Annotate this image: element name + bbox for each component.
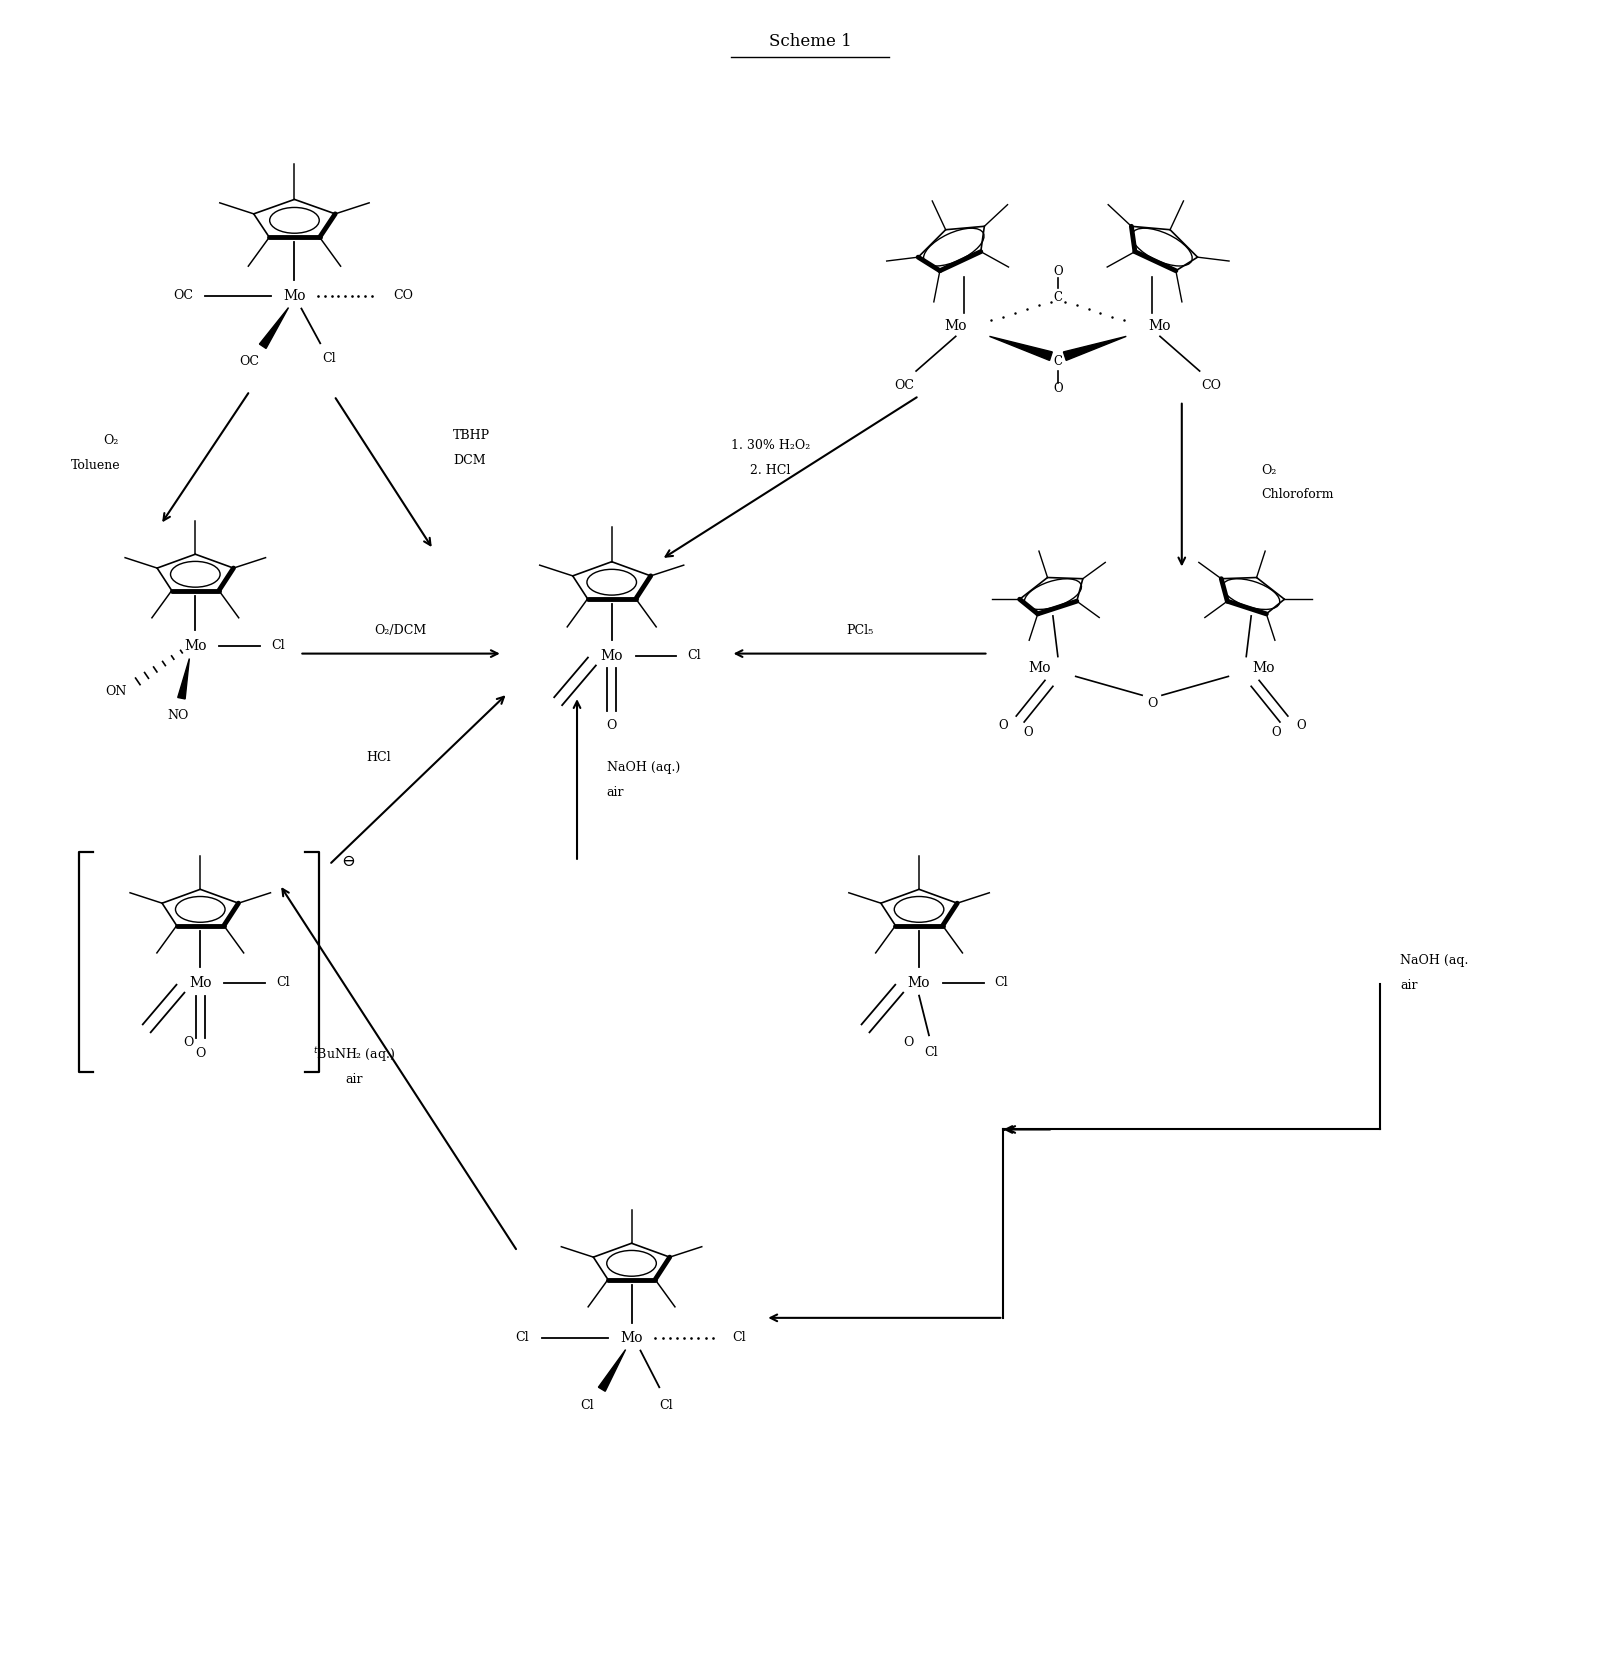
- Polygon shape: [259, 307, 289, 349]
- Text: O: O: [1023, 726, 1033, 740]
- Text: O₂/DCM: O₂/DCM: [374, 624, 426, 637]
- Text: NaOH (aq.: NaOH (aq.: [1401, 954, 1469, 968]
- Text: TBHP: TBHP: [454, 429, 490, 443]
- Polygon shape: [178, 659, 190, 699]
- Text: Mo: Mo: [284, 288, 306, 302]
- Text: Mo: Mo: [1253, 661, 1276, 676]
- Text: air: air: [606, 787, 624, 798]
- Text: Cl: Cl: [733, 1332, 746, 1345]
- Text: Chloroform: Chloroform: [1261, 488, 1334, 501]
- Text: NaOH (aq.): NaOH (aq.): [606, 761, 681, 775]
- Text: Mo: Mo: [945, 319, 968, 334]
- Text: 2. HCl: 2. HCl: [751, 463, 791, 476]
- Text: O: O: [903, 1036, 913, 1048]
- Text: Mo: Mo: [185, 639, 206, 652]
- Text: O: O: [1271, 726, 1281, 740]
- Polygon shape: [989, 337, 1052, 361]
- Text: Cl: Cl: [515, 1332, 530, 1345]
- Text: O₂: O₂: [1261, 463, 1276, 476]
- Text: C: C: [1054, 292, 1062, 304]
- Text: Mo: Mo: [908, 976, 930, 989]
- Text: O: O: [183, 1036, 193, 1048]
- Text: HCl: HCl: [366, 751, 391, 765]
- Text: OC: OC: [238, 354, 259, 367]
- Text: O: O: [1054, 265, 1063, 278]
- Polygon shape: [1063, 337, 1127, 361]
- Text: Cl: Cl: [271, 639, 284, 652]
- Text: O₂: O₂: [104, 434, 118, 448]
- Text: DCM: DCM: [454, 454, 486, 466]
- Text: NO: NO: [169, 709, 190, 721]
- Polygon shape: [598, 1350, 626, 1392]
- Text: Mo: Mo: [600, 649, 622, 662]
- Text: O: O: [195, 1046, 206, 1060]
- Text: O: O: [999, 719, 1008, 733]
- Text: Cl: Cl: [660, 1399, 673, 1412]
- Text: air: air: [1401, 979, 1417, 993]
- Text: PCl₅: PCl₅: [846, 624, 874, 637]
- Text: OC: OC: [173, 288, 193, 302]
- Text: 1. 30% H₂O₂: 1. 30% H₂O₂: [731, 439, 810, 451]
- Text: Mo: Mo: [1149, 319, 1172, 334]
- Text: Mo: Mo: [190, 976, 211, 989]
- Text: O: O: [606, 719, 618, 733]
- Text: Mo: Mo: [621, 1330, 644, 1345]
- Text: O: O: [1148, 696, 1157, 709]
- Text: O: O: [1054, 382, 1063, 396]
- Text: Cl: Cl: [995, 976, 1008, 989]
- Text: OC: OC: [895, 379, 914, 392]
- Text: Cl: Cl: [580, 1399, 593, 1412]
- Text: Cl: Cl: [323, 352, 336, 364]
- Text: Cl: Cl: [276, 976, 290, 989]
- Text: Mo: Mo: [1029, 661, 1052, 676]
- Text: ON: ON: [105, 684, 126, 698]
- Text: CO: CO: [1201, 379, 1222, 392]
- Text: air: air: [345, 1073, 363, 1087]
- Text: C: C: [1054, 354, 1062, 367]
- Text: Cl: Cl: [924, 1046, 939, 1058]
- Text: CO: CO: [394, 288, 413, 302]
- Text: Scheme 1: Scheme 1: [768, 34, 851, 50]
- Text: Cl: Cl: [687, 649, 700, 662]
- Text: $^t$BuNH₂ (aq.): $^t$BuNH₂ (aq.): [313, 1046, 396, 1065]
- Text: ⊖: ⊖: [340, 854, 355, 870]
- Text: O: O: [1295, 719, 1305, 733]
- Text: Toluene: Toluene: [71, 459, 122, 471]
